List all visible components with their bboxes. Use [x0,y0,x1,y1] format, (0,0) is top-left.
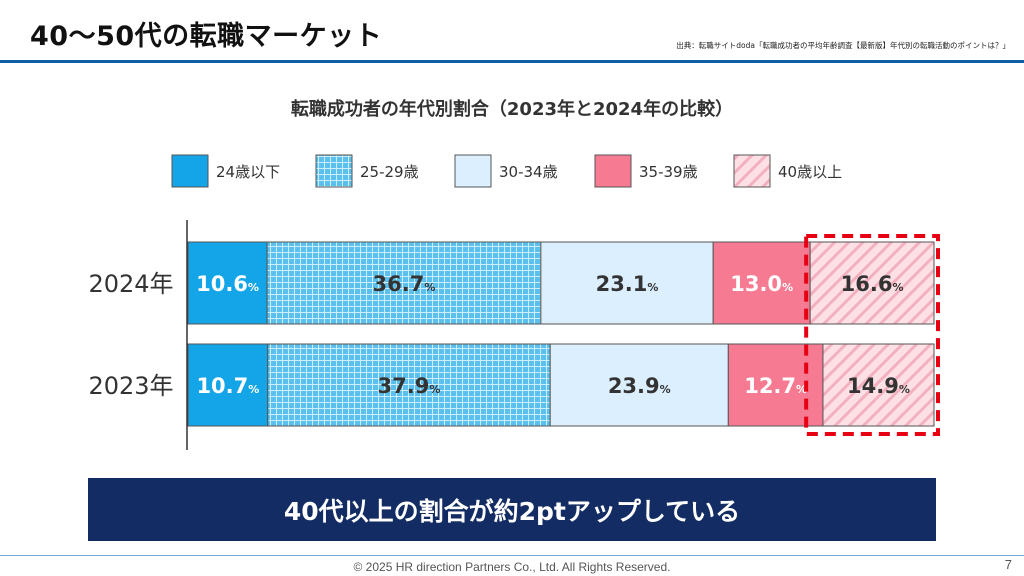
source-citation: 出典：転職サイトdoda「転職成功者の平均年齢調査【最新版】年代別の転職活動のポ… [676,41,1010,50]
legend-label-24: 24歳以下 [216,163,280,181]
bar-segment-25-29-1 [267,343,551,427]
data-label-24-1: 10.7% [196,374,259,398]
data-label-35-39-1: 12.7% [744,374,807,398]
legend-label-40: 40歳以上 [778,163,842,181]
bar-segment-25-29-0 [266,241,542,325]
category-label-0: 2024年 [88,270,173,298]
stacked-bar-chart: 24歳以下 25-29歳 30-34歳 35-39歳 40歳以上 2024年 10.6% 3… [88,154,940,450]
bar-segment-30-34-1 [549,343,729,427]
legend-swatch-30-34 [454,154,492,188]
legend-label-30-34: 30-34歳 [499,163,558,181]
footer-divider [0,555,1024,556]
slide-title: 40～50代の転職マーケット [30,21,383,52]
highlight-box [804,234,940,436]
chart-title: 転職成功者の年代別割合（2023年と2024年の比較） [290,99,734,120]
bar-segment-40-1 [822,343,935,427]
data-label-25-29-0: 36.7% [373,272,436,296]
page-number: 7 [1004,557,1012,572]
legend-swatch-40 [733,154,771,188]
data-label-24-0: 10.6% [196,272,259,296]
takeaway-text: 40代以上の割合が約2ptアップしている [283,496,741,526]
copyright: © 2025 HR direction Partners Co., Ltd. A… [353,560,671,574]
data-label-40-0: 16.6% [841,272,904,296]
legend-swatch-25-29 [315,154,353,188]
legend-label-35-39: 35-39歳 [639,163,698,181]
category-label-1: 2023年 [88,372,173,400]
legend-swatch-24 [171,154,209,188]
bar-segment-40-0 [809,241,935,325]
title-divider [0,60,1024,63]
data-label-30-34-1: 23.9% [608,374,671,398]
data-label-35-39-0: 13.0% [730,272,793,296]
data-label-30-34-0: 23.1% [596,272,659,296]
legend-label-25-29: 25-29歳 [360,163,419,181]
legend-swatch-35-39 [594,154,632,188]
takeaway-banner: 40代以上の割合が約2ptアップしている [88,478,936,541]
data-label-40-1: 14.9% [847,374,910,398]
data-label-25-29-1: 37.9% [378,374,441,398]
bar-segment-24-0 [187,241,268,325]
